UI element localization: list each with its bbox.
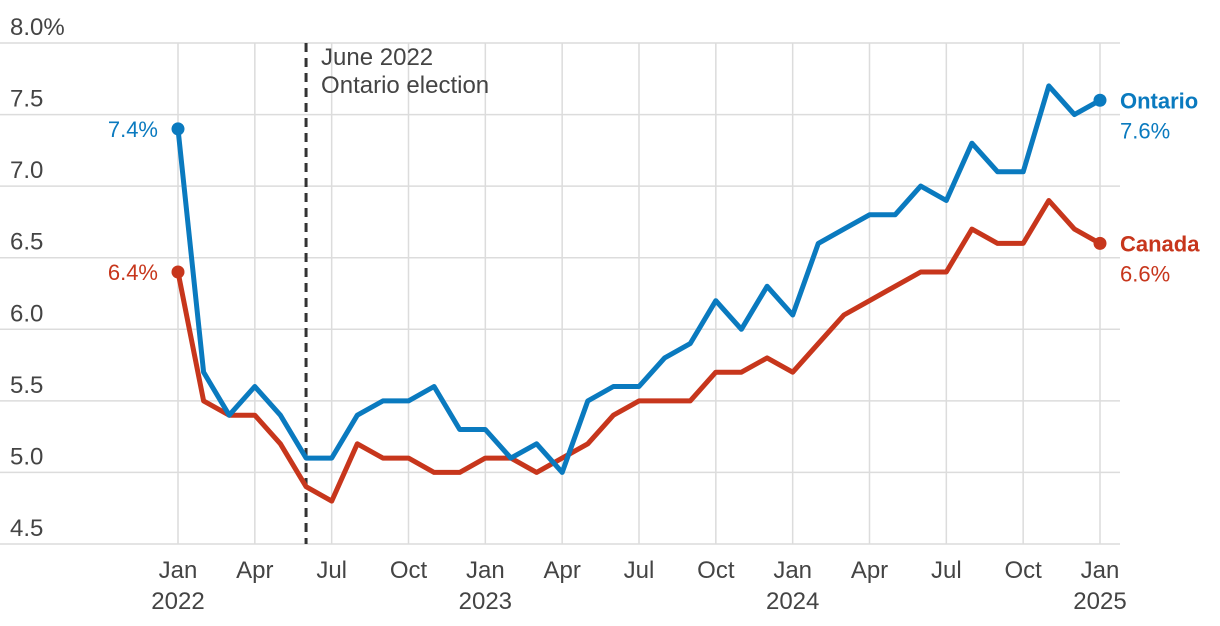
series-labels: 6.4% Canada 6.6% 7.4% Ontario 7.6%	[108, 88, 1200, 286]
y-axis: 4.5 5.0 5.5 6.0 6.5 7.0 7.5 8.0%	[10, 14, 65, 542]
x-tick-label: Jul	[931, 557, 962, 584]
x-tick-label: Jan	[466, 557, 505, 584]
x-tick-label: Apr	[851, 557, 888, 584]
annotation-line-1: June 2022	[321, 44, 433, 71]
x-tick-label: Jan	[159, 557, 198, 584]
x-tick-label: Jul	[624, 557, 655, 584]
ontario-end-label: 7.6%	[1120, 118, 1170, 143]
x-tick-year: 2022	[151, 588, 204, 615]
y-tick-label: 4.5	[10, 515, 43, 542]
x-tick-year: 2025	[1073, 588, 1126, 615]
x-tick-year: 2024	[766, 588, 819, 615]
y-tick-label: 6.5	[10, 229, 43, 256]
x-tick-label: Apr	[236, 557, 273, 584]
ontario-start-point	[171, 122, 185, 136]
canada-line	[175, 198, 1103, 504]
y-tick-label: 5.5	[10, 372, 43, 399]
canada-start-label: 6.4%	[108, 260, 158, 285]
x-tick-label: Oct	[697, 557, 735, 584]
y-tick-label: 5.0	[10, 443, 43, 470]
ontario-end-point	[1093, 93, 1107, 107]
ontario-name-label: Ontario	[1120, 88, 1198, 113]
x-tick-label: Oct	[1004, 557, 1042, 584]
x-tick-label: Apr	[543, 557, 580, 584]
x-tick-label: Jul	[316, 557, 347, 584]
canada-name-label: Canada	[1120, 231, 1200, 256]
canada-end-point	[1093, 236, 1107, 250]
canada-start-point	[171, 265, 185, 279]
x-tick-label: Oct	[390, 557, 428, 584]
annotation-line-2: Ontario election	[321, 72, 489, 99]
series-layer	[171, 83, 1107, 504]
x-tick-year: 2023	[459, 588, 512, 615]
y-tick-label: 8.0%	[10, 14, 65, 41]
y-tick-label: 6.0	[10, 300, 43, 327]
y-tick-label: 7.0	[10, 157, 43, 184]
ontario-start-label: 7.4%	[108, 117, 158, 142]
x-tick-label: Jan	[773, 557, 812, 584]
canada-end-label: 6.6%	[1120, 261, 1170, 286]
y-tick-label: 7.5	[10, 86, 43, 113]
x-tick-label: Jan	[1081, 557, 1120, 584]
x-axis: Jan 2022 Apr Jul Oct Jan 2023 Apr Jul Oct Jan 2024 A…	[151, 557, 1126, 615]
ontario-line	[175, 83, 1103, 475]
election-annotation: June 2022 Ontario election	[304, 43, 489, 544]
